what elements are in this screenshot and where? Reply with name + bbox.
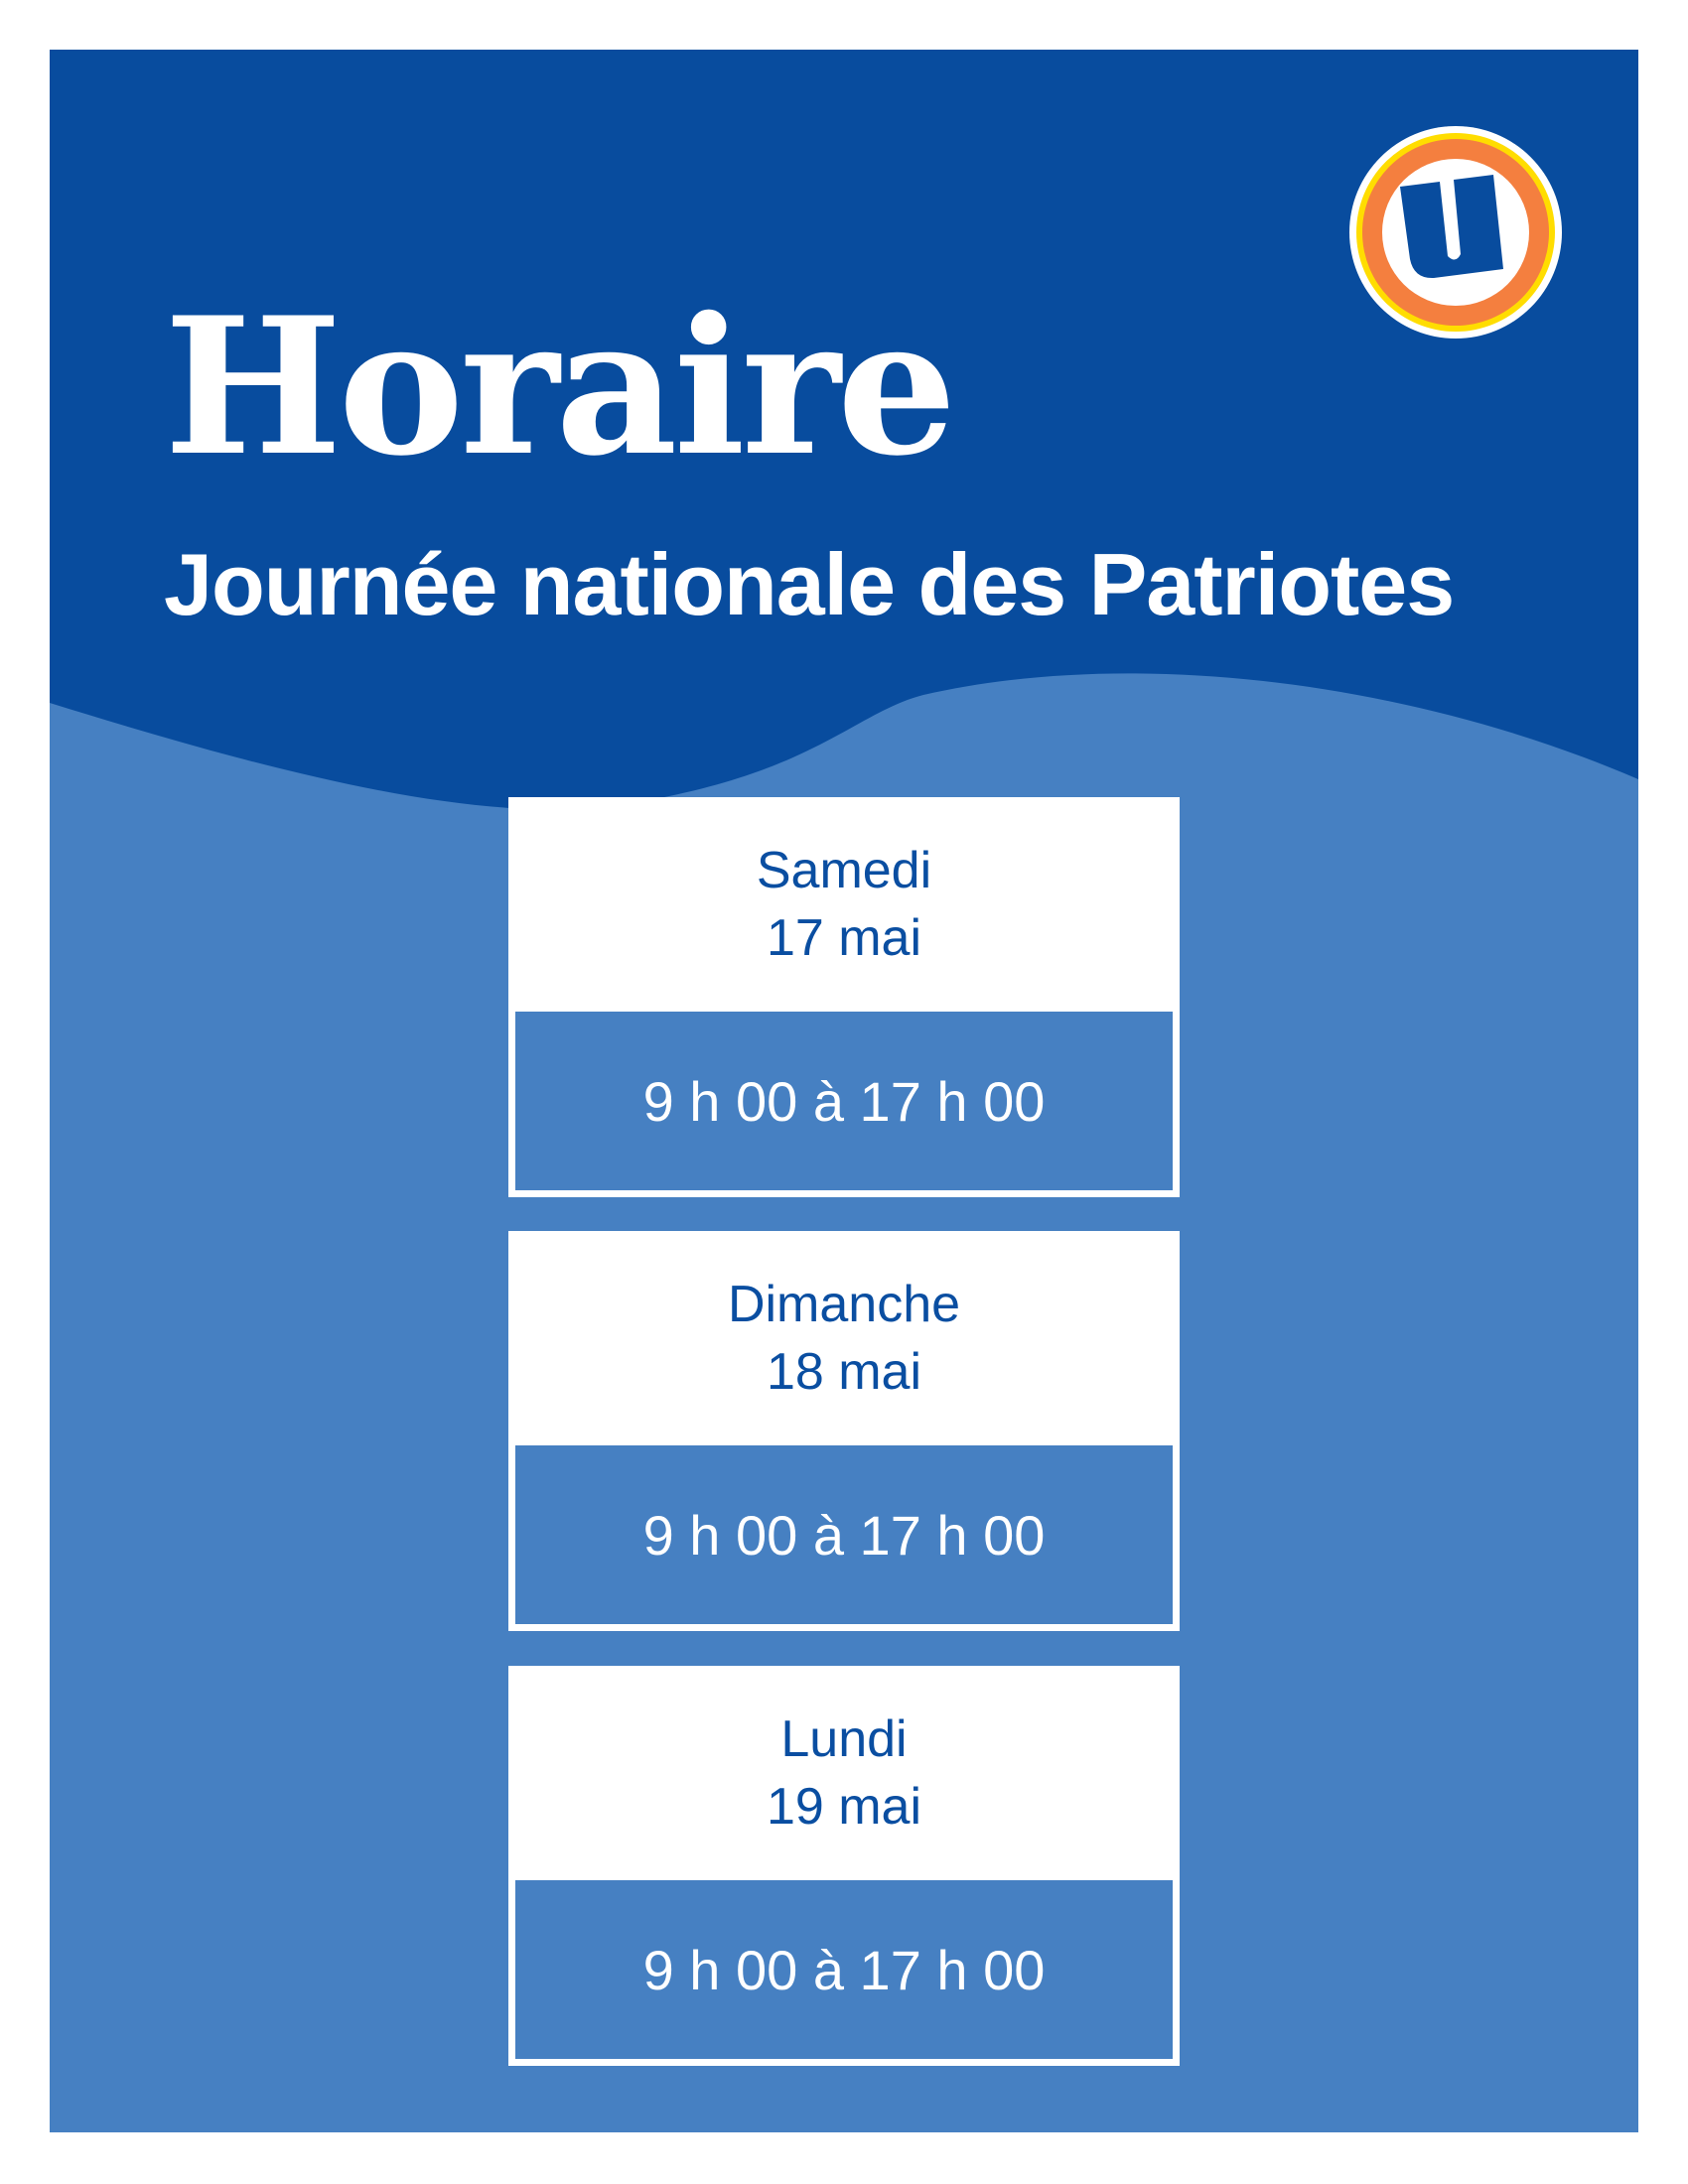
hours-text: 9 h 00 à 17 h 00 bbox=[642, 1069, 1046, 1133]
schedule-card: Dimanche 18 mai 9 h 00 à 17 h 00 bbox=[508, 1231, 1180, 1631]
hours-box: 9 h 00 à 17 h 00 bbox=[515, 1445, 1173, 1624]
schedule-card: Lundi 19 mai 9 h 00 à 17 h 00 bbox=[508, 1666, 1180, 2066]
day-label: Lundi 19 mai bbox=[508, 1706, 1180, 1841]
hours-box: 9 h 00 à 17 h 00 bbox=[515, 1880, 1173, 2059]
day-date: 19 mai bbox=[766, 1778, 922, 1836]
day-name: Samedi bbox=[756, 842, 932, 899]
day-date: 17 mai bbox=[766, 909, 922, 967]
day-name: Lundi bbox=[780, 1710, 908, 1768]
hours-text: 9 h 00 à 17 h 00 bbox=[642, 1938, 1046, 2001]
hours-text: 9 h 00 à 17 h 00 bbox=[642, 1503, 1046, 1567]
day-label: Samedi 17 mai bbox=[508, 837, 1180, 972]
day-date: 18 mai bbox=[766, 1343, 922, 1401]
day-name: Dimanche bbox=[727, 1276, 961, 1333]
header-wave-background bbox=[50, 50, 1638, 810]
poster-panel: Horaire Journée nationale des Patriotes … bbox=[50, 50, 1638, 2132]
schedule-card: Samedi 17 mai 9 h 00 à 17 h 00 bbox=[508, 797, 1180, 1197]
hours-box: 9 h 00 à 17 h 00 bbox=[515, 1012, 1173, 1190]
page-subtitle: Journée nationale des Patriotes bbox=[164, 535, 1455, 633]
page-title: Horaire bbox=[164, 276, 957, 497]
u-logo-icon bbox=[1349, 126, 1562, 339]
day-label: Dimanche 18 mai bbox=[508, 1271, 1180, 1406]
